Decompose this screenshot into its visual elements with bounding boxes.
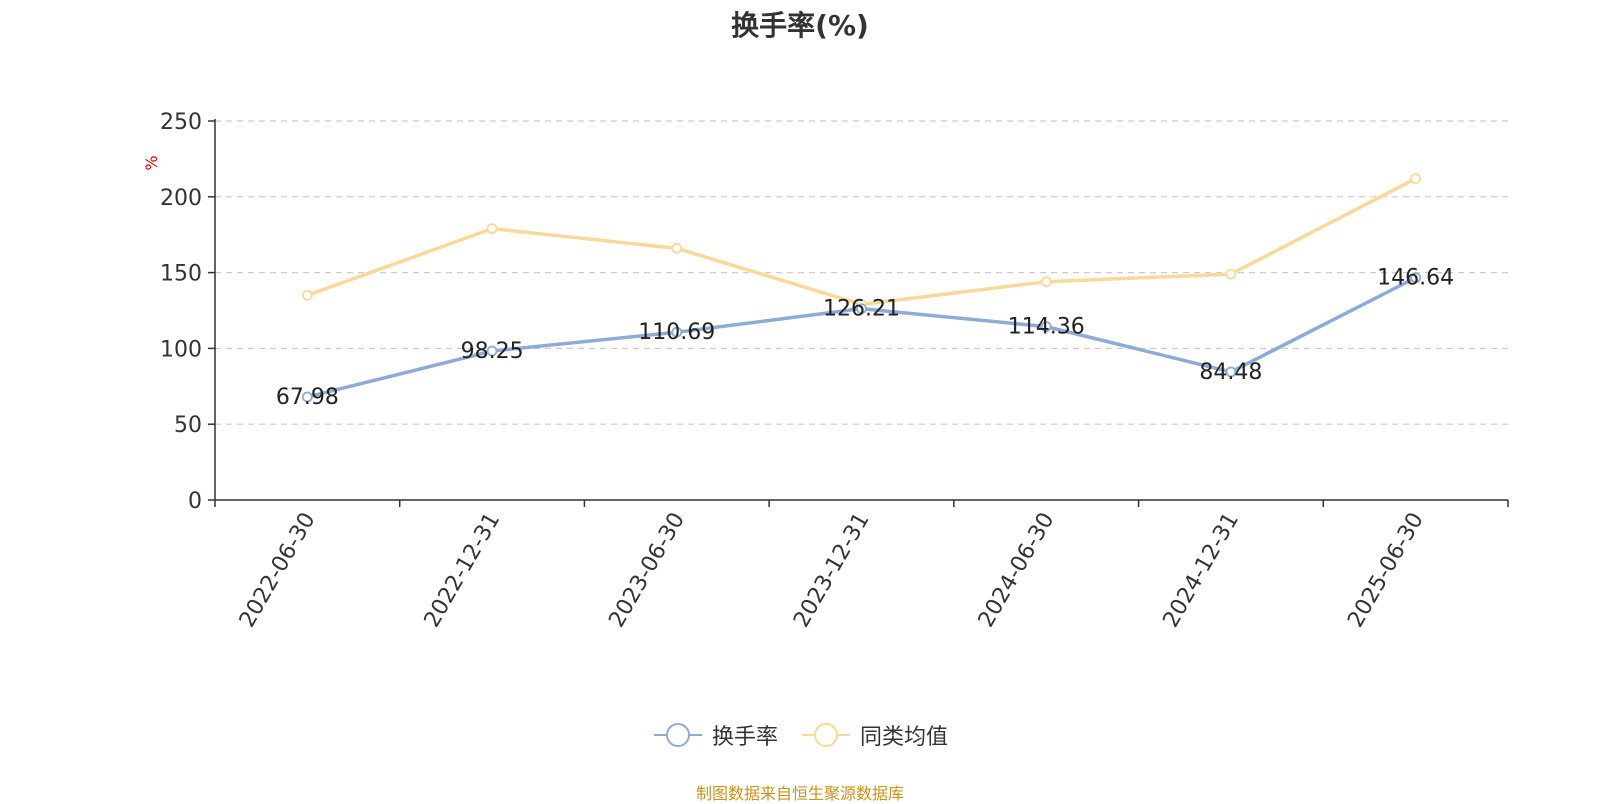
legend-marker-series-1	[802, 723, 850, 747]
series-line-1	[306, 177, 1417, 307]
data-label: 84.48	[1199, 360, 1262, 385]
series-point-1	[1225, 268, 1237, 280]
x-tick-label: 2022-06-30	[235, 509, 321, 632]
legend: 换手率 同类均值	[0, 720, 1600, 750]
legend-label-series-1: 同类均值	[860, 725, 949, 750]
source-note: 制图数据来自恒生聚源数据库	[695, 784, 904, 803]
series-point-1	[1040, 276, 1052, 288]
series-point-0	[1410, 272, 1422, 284]
series-point-0	[1040, 321, 1052, 333]
y-tick-label: 200	[160, 186, 202, 211]
y-axis-label: %	[142, 155, 161, 170]
y-tick-label: 50	[174, 413, 202, 438]
data-label: 110.69	[638, 320, 715, 345]
series-point-0	[671, 326, 683, 338]
series-point-0	[301, 391, 313, 403]
x-tick-label: 2025-06-30	[1343, 509, 1429, 632]
y-tick-label: 0	[188, 489, 202, 514]
series-point-0	[1225, 366, 1237, 378]
data-label: 98.25	[461, 339, 524, 364]
grid-lines	[215, 120, 1508, 425]
x-tick-label: 2022-12-31	[420, 509, 506, 632]
data-label: 126.21	[823, 297, 900, 322]
axes: 0 50 100 150 200 250% 2022-06-30 2022-12-31 2023…	[142, 110, 1509, 632]
legend-item-series-1[interactable]: 同类均值	[800, 719, 948, 751]
series-point-0	[486, 345, 498, 357]
y-tick-label: 250	[160, 110, 202, 135]
data-label: 67.98	[276, 385, 339, 410]
data-labels: 67.98 98.25 110.69 126.21 114.36 84.48 146.64	[276, 266, 1454, 410]
chart-title: 换手率(%)	[731, 9, 869, 42]
legend-marker-series-0	[653, 723, 702, 747]
series-point-1	[486, 223, 498, 235]
x-tick-label: 2024-06-30	[974, 509, 1060, 632]
legend-item-series-0[interactable]: 换手率	[652, 719, 778, 751]
series-point-1	[1410, 173, 1422, 185]
data-label: 114.36	[1008, 315, 1085, 340]
series-point-0	[856, 303, 867, 315]
series-point-1	[671, 242, 683, 254]
series-point-1	[301, 289, 313, 301]
x-tick-label: 2024-12-31	[1159, 509, 1245, 632]
y-tick-label: 150	[160, 262, 202, 287]
data-label: 146.64	[1377, 266, 1454, 291]
y-tick-label: 100	[160, 337, 202, 362]
x-tick-label: 2023-12-31	[789, 509, 875, 632]
series	[301, 173, 1422, 403]
x-tick-label: 2023-06-30	[604, 509, 690, 632]
legend-label-series-0: 换手率	[711, 725, 778, 750]
